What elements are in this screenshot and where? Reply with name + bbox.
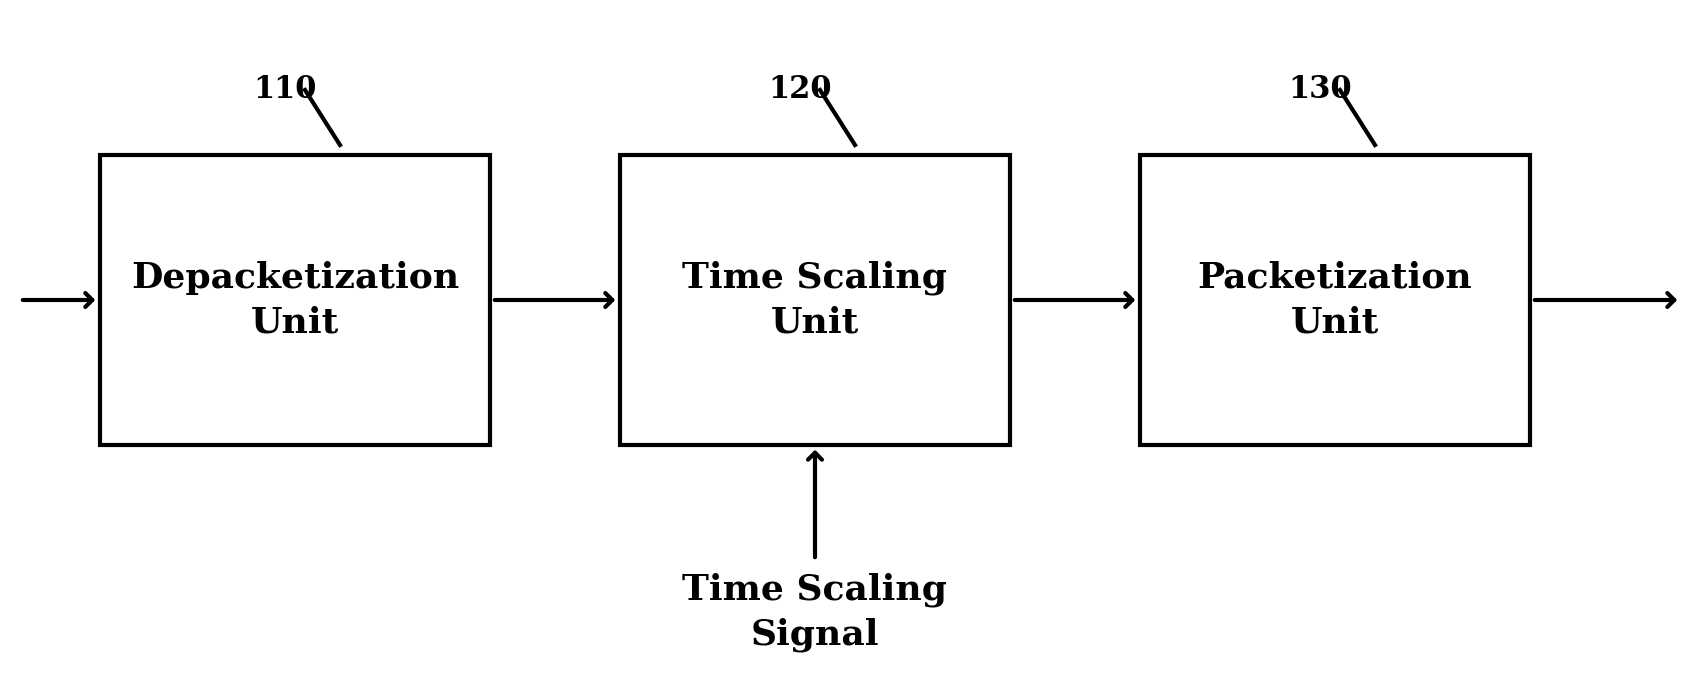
Bar [100,155,490,445]
Text: 110: 110 [254,75,317,106]
Text: 120: 120 [768,75,831,106]
Text: Signal: Signal [751,618,879,652]
Text: 130: 130 [1287,75,1352,106]
Text: Depacketization
Unit: Depacketization Unit [131,261,460,340]
Text: Time Scaling
Unit: Time Scaling Unit [683,260,947,340]
Text: Packetization
Unit: Packetization Unit [1197,261,1473,340]
Text: Time Scaling: Time Scaling [683,572,947,607]
Bar [1139,155,1529,445]
Bar [620,155,1010,445]
